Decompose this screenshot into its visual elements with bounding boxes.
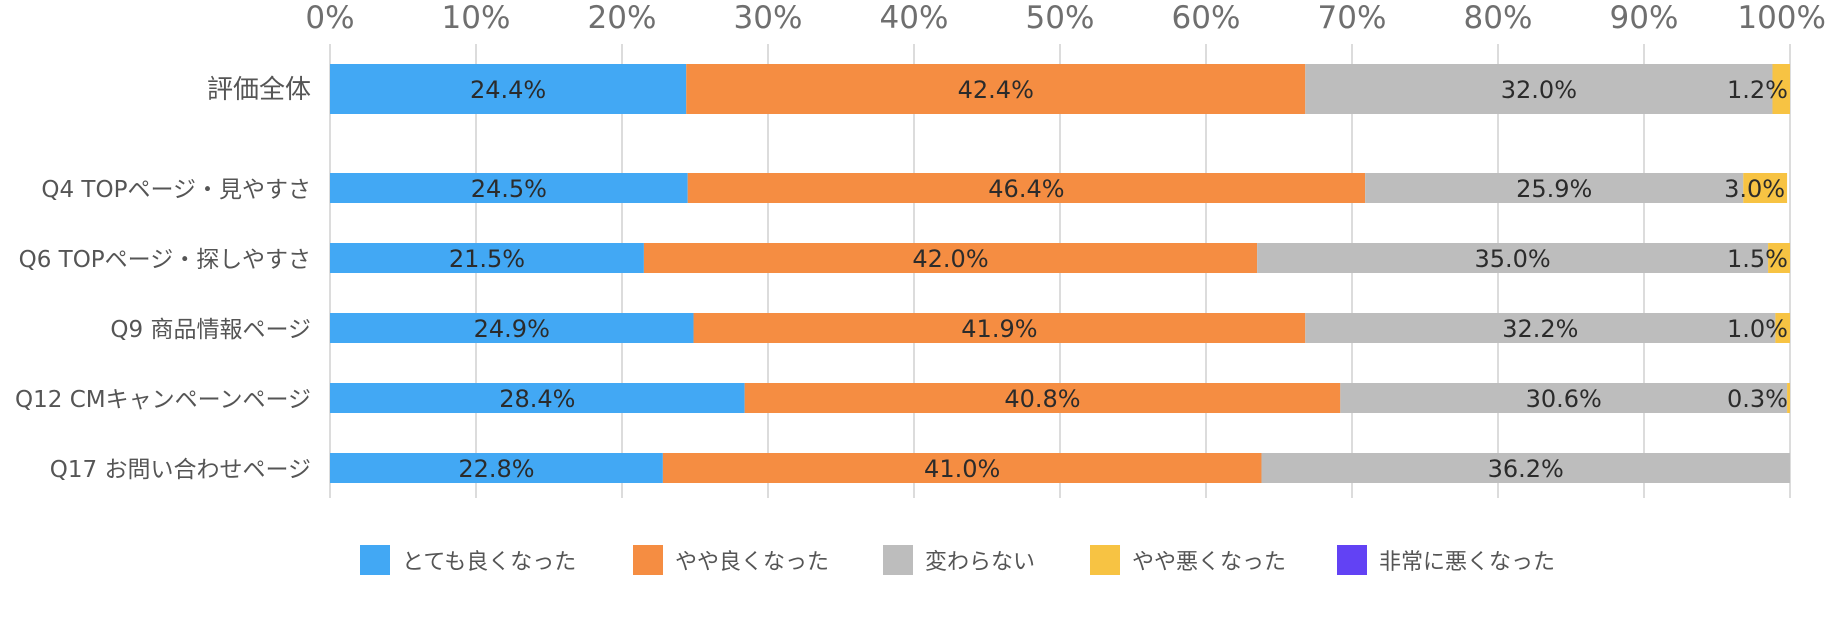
bar-segment: [1787, 383, 1790, 413]
data-label: 1.5%: [1727, 245, 1788, 273]
bar-segment: [330, 313, 694, 343]
legend-swatch: [360, 545, 390, 575]
data-label: 40.8%: [1004, 385, 1080, 413]
data-label: 28.4%: [499, 385, 575, 413]
legend-label: 変わらない: [925, 550, 1035, 575]
legend: とても良くなった やや良くなった 変わらない やや悪くなった 非常に悪くなった: [360, 545, 1555, 575]
legend-swatch: [633, 545, 663, 575]
legend-swatch: [1337, 545, 1367, 575]
bar-segment: [1365, 173, 1744, 203]
data-label: 36.2%: [1488, 455, 1564, 483]
x-tick-label: 90%: [1610, 0, 1679, 36]
bar-segment: [330, 173, 688, 203]
legend-swatch: [883, 545, 913, 575]
bar-segment: [744, 383, 1341, 413]
x-tick-label: 70%: [1318, 0, 1387, 36]
data-label: 41.0%: [924, 455, 1000, 483]
legend-label: とても良くなった: [402, 550, 576, 575]
category-label: Q4 TOPページ・見やすさ: [41, 177, 311, 203]
x-tick-label: 60%: [1172, 0, 1241, 36]
bar-segment: [330, 453, 663, 483]
data-label: 32.0%: [1501, 76, 1577, 104]
category-label: 評価全体: [207, 75, 311, 105]
bar-segment: [1768, 243, 1790, 273]
data-label: 46.4%: [988, 175, 1064, 203]
data-labels: 24.4% 42.4% 32.0% 1.2% 24.5% 46.4% 25.9% 3.0% 21…: [449, 76, 1788, 483]
category-label: Q6 TOPページ・探しやすさ: [19, 247, 311, 273]
x-tick-label: 10%: [442, 0, 511, 36]
data-label: 24.4%: [470, 76, 546, 104]
bar-segment: [643, 243, 1258, 273]
category-label: Q12 CMキャンペーンページ: [15, 387, 311, 413]
bar-segment: [693, 313, 1306, 343]
bars: [330, 64, 1790, 483]
bar-segment: [1775, 313, 1790, 343]
legend-label: やや悪くなった: [1132, 550, 1286, 575]
legend-swatch: [1090, 545, 1120, 575]
data-label: 24.9%: [474, 315, 550, 343]
bar-segment: [1257, 243, 1769, 273]
data-label: 35.0%: [1474, 245, 1550, 273]
bar-segment: [1743, 173, 1788, 203]
bar-segment: [330, 64, 687, 114]
data-label: 42.0%: [912, 245, 988, 273]
bar-segment: [687, 173, 1366, 203]
data-label: 32.2%: [1502, 315, 1578, 343]
data-label: 42.4%: [958, 76, 1034, 104]
data-label: 1.0%: [1727, 315, 1788, 343]
bar-segment: [330, 243, 644, 273]
x-tick-label: 100%: [1737, 0, 1826, 36]
bar-segment: [330, 383, 745, 413]
bar-segment: [1305, 64, 1773, 114]
bar-segment: [662, 453, 1262, 483]
x-tick-label: 50%: [1026, 0, 1095, 36]
data-label: 22.8%: [458, 455, 534, 483]
legend-label: 非常に悪くなった: [1379, 550, 1555, 575]
x-tick-label: 40%: [880, 0, 949, 36]
data-label: 1.2%: [1727, 76, 1788, 104]
data-label: 3.0%: [1724, 175, 1785, 203]
data-label: 25.9%: [1516, 175, 1592, 203]
bar-segment: [1340, 383, 1788, 413]
data-label: 30.6%: [1526, 385, 1602, 413]
category-labels: 評価全体 Q4 TOPページ・見やすさ Q6 TOPページ・探しやすさ Q9 商品情報…: [15, 75, 311, 483]
bar-segment: [1305, 313, 1776, 343]
x-tick-label: 80%: [1464, 0, 1533, 36]
bar-segment: [686, 64, 1306, 114]
category-label: Q9 商品情報ページ: [110, 317, 311, 343]
bar-segment: [1772, 64, 1790, 114]
x-tick-label: 20%: [588, 0, 657, 36]
category-label: Q17 お問い合わせページ: [50, 457, 311, 483]
data-label: 0.3%: [1727, 385, 1788, 413]
data-label: 21.5%: [449, 245, 525, 273]
x-tick-label: 0%: [305, 0, 354, 36]
bar-segment: [1261, 453, 1790, 483]
data-label: 24.5%: [471, 175, 547, 203]
legend-label: やや良くなった: [675, 550, 829, 575]
data-label: 41.9%: [961, 315, 1037, 343]
x-axis-tick-labels: 0% 10% 20% 30% 40% 50% 60% 70% 80% 90% 100%: [305, 0, 1826, 36]
x-tick-label: 30%: [734, 0, 803, 36]
